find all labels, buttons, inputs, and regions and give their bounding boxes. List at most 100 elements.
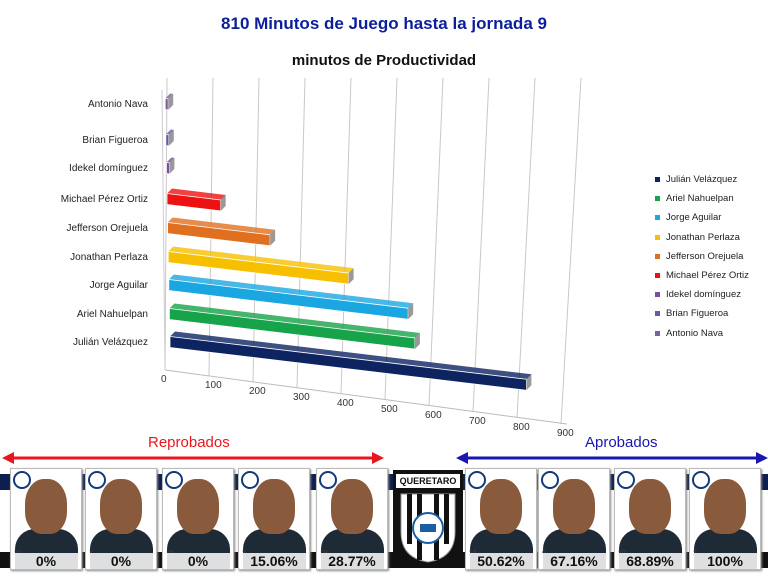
category-label: Idekel domínguez xyxy=(69,163,148,174)
productivity-percent: 0% xyxy=(11,553,81,569)
bar-front xyxy=(169,336,527,391)
legend-swatch xyxy=(655,330,660,336)
legend-label: Julián Velázquez xyxy=(666,174,738,185)
x-axis xyxy=(164,369,568,425)
club-badge-icon xyxy=(617,471,635,489)
shield-icon xyxy=(400,493,456,563)
legend-label: Jefferson Orejuela xyxy=(666,250,744,262)
bar-top xyxy=(165,129,174,135)
tick-label: 400 xyxy=(337,398,354,409)
bar-end xyxy=(414,332,420,349)
club-badge-icon xyxy=(13,471,31,489)
tick-label: 100 xyxy=(205,380,222,391)
gridline xyxy=(472,77,490,413)
club-badge-icon xyxy=(241,471,259,489)
productivity-percent: 100% xyxy=(690,553,760,569)
productivity-percent: 0% xyxy=(163,553,233,569)
legend-label: Jonathan Perlaza xyxy=(666,231,740,243)
bar-end xyxy=(408,303,414,320)
legend-swatch xyxy=(655,176,660,182)
tick-label: 800 xyxy=(513,422,530,433)
gridline xyxy=(340,77,352,395)
player-card: 70% xyxy=(85,468,157,570)
category-label: Michael Pérez Ortiz xyxy=(60,194,148,205)
legend-item: Jorge Aguilar xyxy=(655,212,721,223)
player-card: 667.16% xyxy=(538,468,610,570)
bar-end xyxy=(220,194,226,211)
chart-title: minutos de Productividad xyxy=(291,52,477,69)
club-badge-icon xyxy=(88,471,106,489)
player-card: 1828.77% xyxy=(316,468,388,570)
legend-item: Antonio Nava xyxy=(655,328,723,339)
legend-item: Brian Figueroa xyxy=(655,308,728,319)
bar-top xyxy=(165,93,174,99)
reprobados-label: Reprobados xyxy=(148,434,230,451)
aprobados-arrow xyxy=(456,452,768,464)
tick-label: 500 xyxy=(381,404,398,415)
club-badge-icon xyxy=(468,471,486,489)
legend-label: Brian Figueroa xyxy=(666,308,729,320)
category-label: Brian Figueroa xyxy=(82,135,148,146)
category-label: Antonio Nava xyxy=(87,99,148,110)
productivity-percent: 0% xyxy=(86,553,156,569)
bar xyxy=(168,303,420,350)
bar-end xyxy=(526,374,532,391)
tick-label: 0 xyxy=(161,374,167,385)
legend-label: Jorge Aguilar xyxy=(666,212,722,224)
productivity-percent: 50.62% xyxy=(466,553,536,569)
bar xyxy=(166,188,226,212)
player-card: 3268.89% xyxy=(614,468,686,570)
y-axis xyxy=(161,89,166,371)
player-photo xyxy=(480,479,522,534)
category-label: Jefferson Orejuela xyxy=(66,223,148,234)
legend-swatch xyxy=(655,253,660,259)
legend-item: Julián Velázquez xyxy=(655,174,737,185)
productivity-percent: 28.77% xyxy=(317,553,387,569)
legend-item: Ariel Nahuelpan xyxy=(655,193,734,204)
bar xyxy=(165,129,174,147)
legend-label: Idekel domínguez xyxy=(666,289,741,301)
aprobados-label: Aprobados xyxy=(585,434,658,451)
legend-item: Idekel domínguez xyxy=(655,289,741,300)
player-card: 150% xyxy=(162,468,234,570)
legend-swatch xyxy=(655,311,660,317)
player-photo xyxy=(177,479,219,534)
productivity-percent: 15.06% xyxy=(239,553,309,569)
category-label: Jorge Aguilar xyxy=(89,280,148,291)
bar-chart: 0 100 200 300 400 500 600 700 800 900 xyxy=(161,77,582,439)
page-title: 810 Minutos de Juego hasta la jornada 9 xyxy=(221,14,547,33)
tick-label: 300 xyxy=(293,392,310,403)
tick-label: 200 xyxy=(249,386,266,397)
player-photo xyxy=(331,479,373,534)
player-photo xyxy=(553,479,595,534)
gridline xyxy=(164,77,168,371)
bar xyxy=(168,274,414,320)
legend-swatch xyxy=(655,196,660,202)
legend-label: Antonio Nava xyxy=(666,327,724,339)
player-photo xyxy=(253,479,295,534)
legend-swatch xyxy=(655,272,660,278)
reprobados-arrow xyxy=(2,452,384,464)
bar-top xyxy=(168,246,354,274)
category-label: Jonathan Perlaza xyxy=(70,252,148,263)
player-card: 2100% xyxy=(689,468,761,570)
player-card: 2450.62% xyxy=(465,468,537,570)
tick-label: 900 xyxy=(557,428,574,439)
player-card: 210% xyxy=(10,468,82,570)
bar xyxy=(165,157,175,175)
bar-top xyxy=(168,274,414,309)
legend-label: Michael Pérez Ortiz xyxy=(666,270,749,281)
legend-item: Jonathan Perlaza xyxy=(655,232,740,243)
bar-top xyxy=(169,303,420,338)
bar-top xyxy=(167,188,226,200)
bar xyxy=(169,331,532,391)
productivity-percent: 68.89% xyxy=(615,553,685,569)
club-badge-icon xyxy=(541,471,559,489)
club-badge-icon xyxy=(692,471,710,489)
bar-top xyxy=(166,157,175,163)
legend-item: Jefferson Orejuela xyxy=(655,251,743,262)
club-badge-icon xyxy=(319,471,337,489)
tick-label: 600 xyxy=(425,410,442,421)
tick-label: 700 xyxy=(469,416,486,427)
bar-front xyxy=(164,98,169,111)
